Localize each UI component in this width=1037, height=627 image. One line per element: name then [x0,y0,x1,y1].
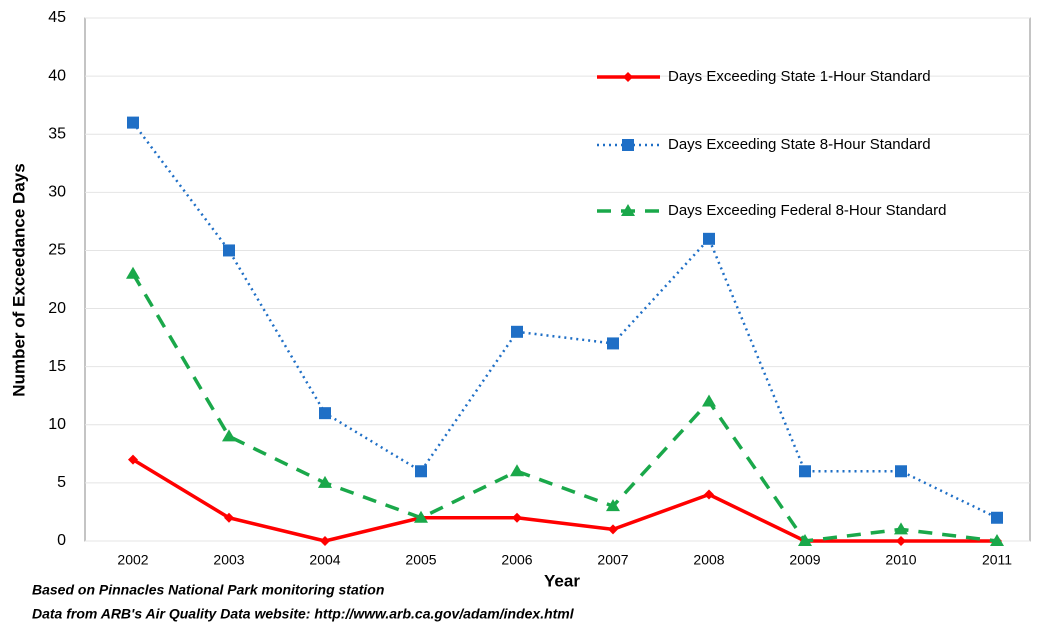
data-point [320,536,330,546]
x-tick-label: 2009 [789,552,820,568]
series-line [131,272,998,543]
footnote: Data from ARB's Air Quality Data website… [32,606,575,622]
data-point [126,266,140,279]
x-tick-label: 2011 [982,552,1012,568]
x-tick-label: 2007 [597,552,628,568]
series-line [132,458,997,543]
y-tick-label: 5 [57,474,66,491]
data-point [991,511,1003,524]
y-tick-label: 25 [48,242,66,259]
data-point [127,116,139,129]
data-point [703,232,715,245]
x-tick-label: 2005 [405,552,436,568]
legend-marker [623,72,633,82]
y-tick-label: 15 [48,358,66,375]
y-tick-label: 35 [48,125,66,142]
plot-area [84,17,1031,542]
data-point [895,465,907,478]
data-point [798,534,812,546]
legend-marker [621,204,635,216]
y-tick-label: 20 [48,300,66,317]
footnote: Based on Pinnacles National Park monitor… [32,582,384,598]
legend-label: Days Exceeding State 1-Hour Standard [668,68,931,85]
x-tick-label: 2003 [213,552,244,568]
x-tick-label: 2010 [885,552,916,568]
data-point [510,464,524,477]
data-point [512,512,522,523]
y-tick-label: 45 [48,9,66,26]
series-line [132,121,998,519]
x-tick-label: 2008 [693,552,724,568]
data-point [223,244,235,257]
data-point [222,429,236,442]
data-point [704,489,714,500]
data-point [319,407,331,420]
x-tick-label: 2006 [501,552,532,568]
y-tick-label: 0 [57,532,66,549]
data-point [414,510,428,523]
data-point [896,536,906,546]
x-tick-label: 2004 [309,552,340,568]
y-tick-label: 10 [48,416,66,433]
data-point [799,465,811,478]
data-point [224,512,234,523]
y-tick-label: 30 [48,184,66,201]
data-point [511,325,523,338]
data-point [606,499,620,512]
data-point [990,534,1004,546]
data-point [415,465,427,478]
data-point [607,337,619,350]
legend-marker [622,139,634,151]
legend-label: Days Exceeding State 8-Hour Standard [668,136,931,153]
legend-label: Days Exceeding Federal 8-Hour Standard [668,202,946,219]
x-tick-label: 2002 [117,552,148,568]
x-axis-label: Year [544,571,580,590]
y-axis-label: Number of Exceedance Days [9,163,28,396]
data-point [702,394,716,407]
data-point [318,475,332,488]
data-point [128,454,138,465]
y-tick-label: 40 [48,67,66,84]
data-point [894,522,908,535]
data-point [608,524,618,535]
